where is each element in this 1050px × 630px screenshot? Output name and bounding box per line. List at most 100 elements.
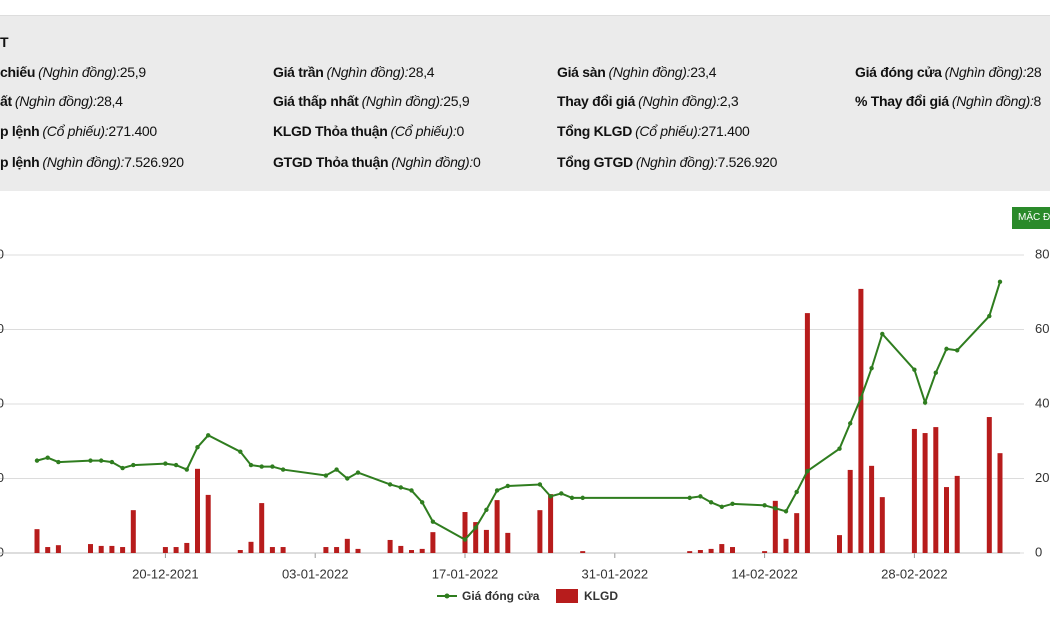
volume-bar [355, 548, 361, 553]
info-unit: (Nghìn đồng): [951, 93, 1034, 109]
price-point [34, 458, 40, 463]
info-row: T [0, 34, 1050, 54]
volume-bar [323, 547, 329, 553]
info-cell: KLGD Thỏa thuận (Cổ phiếu):0 [273, 123, 464, 139]
volume-bar [911, 428, 917, 553]
volume-bar [162, 547, 168, 553]
info-unit: (Nghìn đồng): [638, 93, 720, 109]
volume-bar [109, 545, 115, 553]
info-value: 25,9 [119, 64, 146, 80]
volume-bar [45, 547, 51, 553]
info-cell: T [0, 34, 9, 50]
y2-tick-label: 600000 [1035, 321, 1050, 336]
info-value: 8 [1033, 93, 1042, 109]
volume-bar [687, 551, 693, 553]
price-point [484, 507, 489, 512]
info-cell: % Thay đổi giá (Nghìn đồng):8 [855, 93, 1041, 109]
legend-label: Giá đóng cửa [462, 589, 540, 603]
volume-bar [387, 539, 393, 553]
volume-bar [944, 487, 949, 553]
info-label: Giá sàn [557, 64, 606, 80]
info-unit: (Nghìn đồng): [42, 154, 125, 170]
volume-bar [505, 532, 511, 553]
price-point [687, 495, 692, 501]
info-cell: ất (Nghìn đồng):28,4 [0, 93, 123, 109]
volume-bar [708, 548, 714, 553]
volume-bar [120, 547, 126, 553]
info-unit: (Cổ phiếu): [635, 123, 702, 139]
volume-bar [986, 417, 992, 553]
price-point [537, 482, 543, 487]
price-point [184, 467, 189, 472]
info-label: T [0, 34, 9, 50]
volume-bar [954, 475, 960, 553]
volume-bar [344, 538, 350, 553]
price-point [783, 509, 789, 514]
price-point [323, 473, 329, 478]
price-point [206, 433, 211, 438]
volume-bar [483, 529, 489, 553]
price-point [280, 467, 286, 472]
info-row: chiếu (Nghìn đồng):25,9 Giá trần (Nghìn đồn… [0, 64, 1050, 84]
y-tick-label: 20000 [0, 395, 4, 410]
price-point [163, 461, 168, 466]
volume-bar [334, 547, 340, 553]
volume-bar [130, 510, 136, 553]
price-point [762, 503, 767, 508]
volume-bar [269, 547, 275, 553]
volume-bar [879, 497, 885, 553]
price-point [173, 462, 179, 468]
volume-bar [205, 494, 211, 553]
price-point [387, 482, 393, 487]
price-point [334, 467, 339, 472]
volume-bar [719, 544, 725, 553]
info-label: Tổng KLGD [557, 123, 633, 139]
y2-tick-label: 800000 [1035, 246, 1050, 261]
price-point [944, 346, 949, 352]
price-point [912, 367, 917, 372]
info-value: 28,4 [96, 93, 123, 109]
price-point [933, 370, 938, 375]
y2-tick-label: 200000 [1035, 470, 1050, 485]
default-button[interactable]: MẶC Đ [1012, 207, 1050, 229]
price-point [837, 446, 842, 451]
legend-dot [444, 593, 450, 599]
volume-bar [794, 513, 800, 553]
volume-bar [173, 547, 179, 553]
legend-label: KLGD [584, 589, 618, 603]
price-point [880, 331, 885, 337]
info-label: Tổng GTGD [557, 154, 633, 170]
price-point [473, 525, 478, 530]
volume-bar [419, 548, 425, 553]
price-point [719, 504, 724, 510]
price-point [45, 455, 50, 460]
price-point [398, 485, 403, 490]
volume-bar [184, 542, 190, 553]
info-row: p lệnh (Cổ phiếu):271.400 KLGD Thỏa thuận(… [0, 123, 1050, 143]
volume-bar [804, 313, 810, 553]
info-label: p lệnh [0, 154, 40, 170]
volume-bar [494, 500, 500, 553]
info-cell: chiếu (Nghìn đồng):25,9 [0, 64, 146, 80]
price-point [730, 501, 735, 507]
volume-bar [697, 550, 703, 553]
volume-bar [280, 547, 286, 553]
info-label: Giá trần [273, 64, 324, 80]
info-label: ất [0, 93, 12, 109]
price-point [195, 445, 200, 450]
info-unit: (Nghìn đồng): [38, 64, 120, 80]
info-unit: (Nghìn đồng): [361, 93, 444, 109]
price-point [858, 395, 864, 401]
info-label: Giá đóng cửa [855, 64, 942, 80]
volume-bar [409, 550, 414, 553]
volume-bar [548, 494, 554, 553]
price-point [955, 348, 960, 353]
price-point [420, 500, 425, 505]
price-point [88, 458, 93, 463]
price-point [430, 519, 436, 524]
volume-bar [55, 545, 61, 553]
y-tick-label: 10000 [0, 544, 4, 559]
info-unit: (Nghìn đồng): [326, 64, 409, 80]
price-point [345, 476, 350, 481]
